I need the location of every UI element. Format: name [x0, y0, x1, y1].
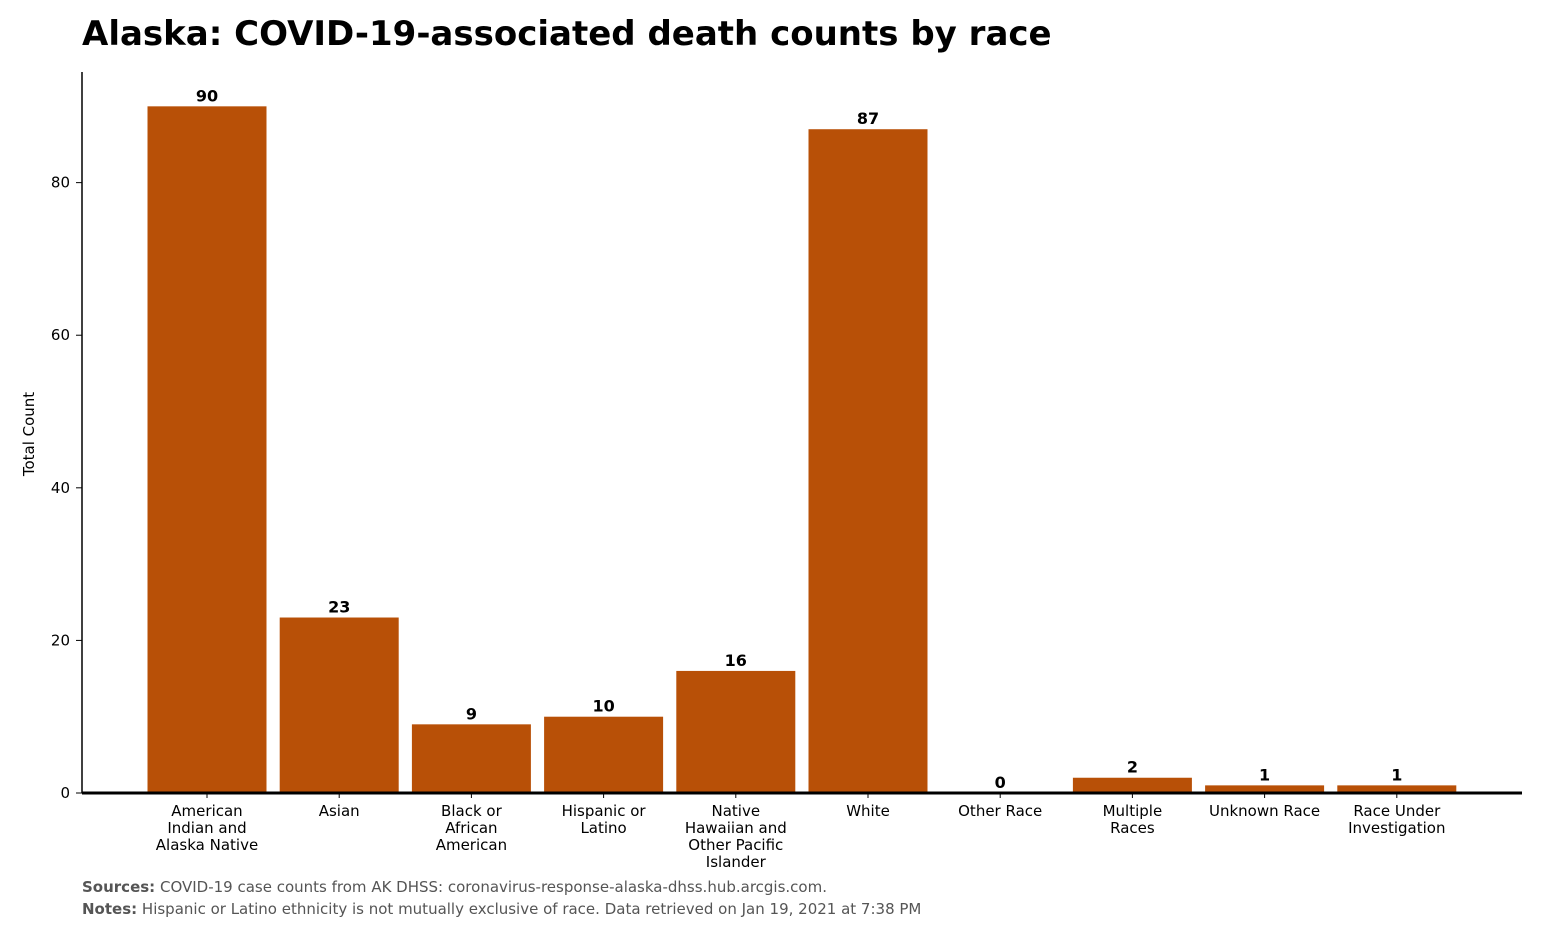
notes-text: Hispanic or Latino ethnicity is not mutu… — [141, 900, 922, 918]
bar-value-label: 9 — [466, 704, 477, 723]
x-tick-label: Native Hawaiian and Other Pacific Islander — [685, 802, 787, 871]
bar — [147, 106, 267, 794]
y-axis-label-group: Total Count — [20, 392, 38, 477]
sources-note: Sources: COVID-19 case counts from AK DH… — [82, 878, 827, 896]
x-tick-label: Multiple Races — [1103, 802, 1163, 837]
x-tick-label: Unknown Race — [1209, 802, 1320, 820]
y-tick-label: 20 — [51, 631, 70, 649]
y-tick-label: 40 — [51, 479, 70, 497]
bar-value-label: 90 — [196, 86, 218, 105]
bar — [411, 724, 531, 793]
bar-value-label: 10 — [592, 697, 614, 716]
x-tick-label: Asian — [319, 802, 360, 820]
y-tick-label: 0 — [60, 784, 70, 802]
sources-text: COVID-19 case counts from AK DHSS: coron… — [159, 878, 827, 896]
x-tick-label: American Indian and Alaska Native — [156, 802, 258, 854]
bar — [1337, 785, 1457, 793]
y-tick-label: 60 — [51, 326, 70, 344]
bar-value-label: 2 — [1127, 758, 1138, 777]
bar — [676, 670, 796, 793]
x-tick-label: Other Race — [958, 802, 1042, 820]
bar — [1205, 785, 1325, 793]
bar-value-label: 23 — [328, 598, 350, 617]
bar-value-labels: 90 23 9 10 16 87 0 2 1 1 — [196, 86, 1403, 792]
bar — [1072, 777, 1192, 793]
y-axis-label: Total Count — [20, 392, 38, 477]
bar-value-label: 1 — [1259, 765, 1270, 784]
bar — [544, 716, 664, 793]
bar-value-label: 1 — [1391, 765, 1402, 784]
bar-value-label: 0 — [995, 773, 1006, 792]
bar — [279, 617, 399, 793]
y-tick-label: 80 — [51, 174, 70, 192]
notes-note: Notes: Hispanic or Latino ethnicity is n… — [82, 900, 921, 918]
bar — [808, 129, 928, 793]
x-tick-label: Black or African American — [436, 802, 507, 854]
notes-label: Notes: — [82, 900, 138, 918]
axes-group — [81, 72, 1522, 795]
bars-group — [147, 106, 1457, 794]
x-tick-label: Hispanic or Latino — [562, 802, 647, 837]
y-axis-ticks: 0 20 40 60 80 — [51, 174, 82, 802]
bar-value-label: 87 — [857, 109, 879, 128]
chart-title: Alaska: COVID-19-associated death counts… — [82, 14, 1052, 54]
x-axis-ticks: American Indian and Alaska Native Asian Blac… — [156, 793, 1445, 871]
sources-label: Sources: — [82, 878, 156, 896]
bar-value-label: 16 — [725, 651, 747, 670]
x-tick-label: Race Under Investigation — [1348, 802, 1445, 837]
x-tick-label: White — [846, 802, 890, 820]
